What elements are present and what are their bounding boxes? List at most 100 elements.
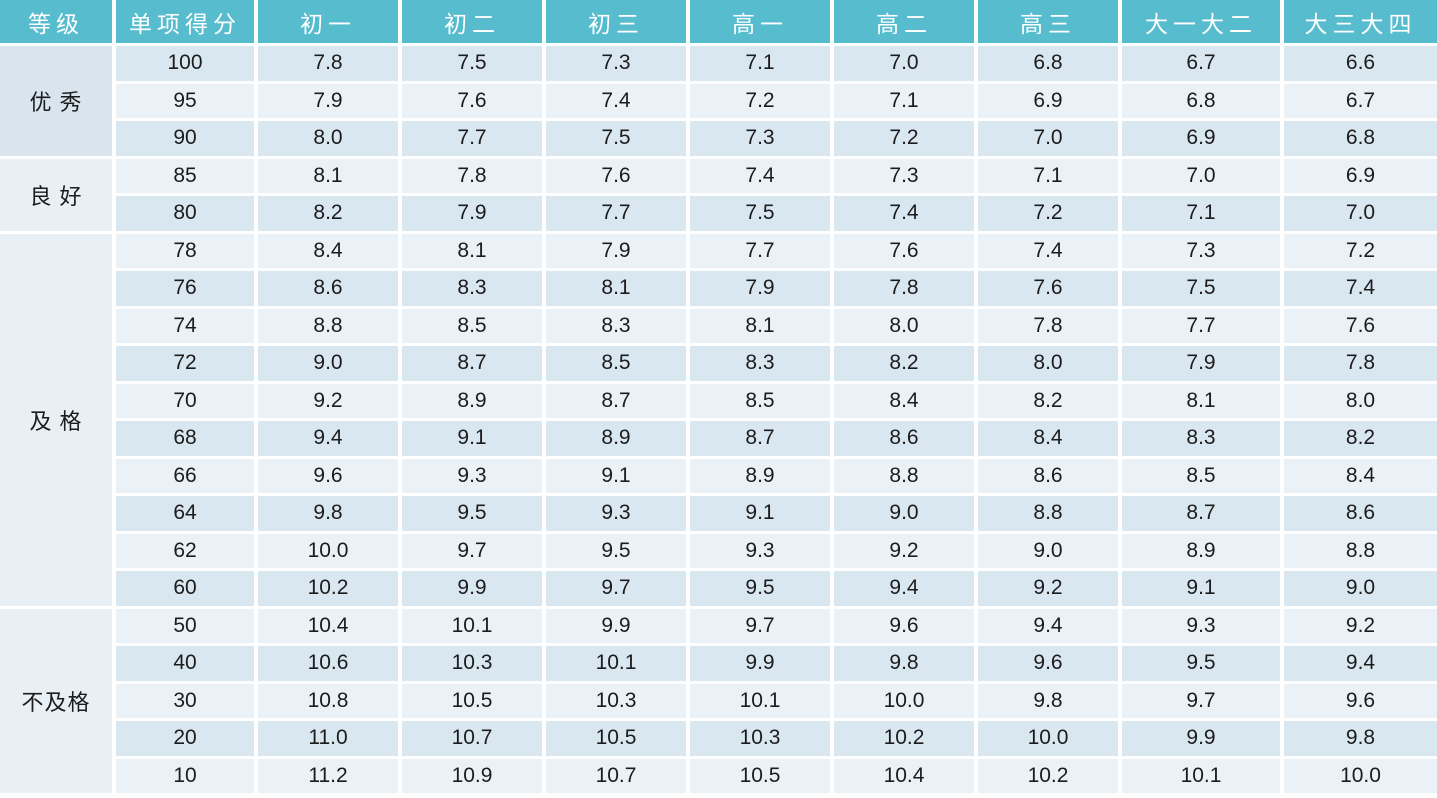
column-header-9: 大三大四	[1284, 0, 1437, 43]
table-row: 95 7.9 7.6 7.4 7.2 7.1 6.9 6.8 6.7	[0, 83, 1437, 118]
table-row: 及 格 78 8.4 8.1 7.9 7.7 7.6 7.4 7.3 7.2	[0, 233, 1437, 606]
time-cell: 7.4	[546, 83, 686, 118]
time-cell: 6.8	[1284, 121, 1437, 156]
time-cell: 7.4	[978, 233, 1118, 268]
score-cell: 68	[116, 421, 254, 456]
time-cell: 9.1	[690, 496, 830, 531]
score-cell: 64	[116, 496, 254, 531]
table-row: 76 8.6 8.3 8.1 7.9 7.8 7.6 7.5 7.4	[0, 271, 1437, 306]
grade-group-cell: 优 秀	[0, 46, 112, 156]
time-cell: 7.9	[546, 233, 686, 268]
time-cell: 7.4	[834, 196, 974, 231]
time-cell: 7.0	[834, 46, 974, 81]
time-cell: 8.6	[1284, 496, 1437, 531]
table-row: 66 9.6 9.3 9.1 8.9 8.8 8.6 8.5 8.4	[0, 458, 1437, 493]
score-cell: 100	[116, 46, 254, 81]
column-header-8: 大一大二	[1122, 0, 1280, 43]
time-cell: 6.7	[1122, 46, 1280, 81]
time-cell: 10.5	[690, 758, 830, 793]
time-cell: 6.9	[978, 83, 1118, 118]
grade-group-cell: 及 格	[0, 233, 112, 606]
time-cell: 10.7	[546, 758, 686, 793]
table-row: 64 9.8 9.5 9.3 9.1 9.0 8.8 8.7 8.6	[0, 496, 1437, 531]
time-cell: 9.7	[1122, 683, 1280, 718]
time-cell: 7.7	[690, 233, 830, 268]
time-cell: 9.4	[978, 608, 1118, 643]
time-cell: 8.9	[1122, 533, 1280, 568]
time-cell: 10.0	[834, 683, 974, 718]
time-cell: 10.5	[546, 721, 686, 756]
time-cell: 7.0	[1284, 196, 1437, 231]
time-cell: 7.1	[834, 83, 974, 118]
time-cell: 7.8	[402, 158, 542, 193]
time-cell: 7.5	[546, 121, 686, 156]
time-cell: 7.2	[690, 83, 830, 118]
time-cell: 11.0	[258, 721, 398, 756]
time-cell: 8.4	[1284, 458, 1437, 493]
table-row: 20 11.0 10.7 10.5 10.3 10.2 10.0 9.9 9.8	[0, 721, 1437, 756]
time-cell: 9.6	[978, 646, 1118, 681]
time-cell: 9.3	[1122, 608, 1280, 643]
score-cell: 10	[116, 758, 254, 793]
time-cell: 7.3	[546, 46, 686, 81]
time-cell: 9.8	[834, 646, 974, 681]
time-cell: 10.6	[258, 646, 398, 681]
time-cell: 9.0	[978, 533, 1118, 568]
table-row: 72 9.0 8.7 8.5 8.3 8.2 8.0 7.9 7.8	[0, 346, 1437, 381]
time-cell: 10.1	[402, 608, 542, 643]
column-header-1: 单项得分	[116, 0, 254, 43]
table-row: 70 9.2 8.9 8.7 8.5 8.4 8.2 8.1 8.0	[0, 383, 1437, 418]
time-cell: 8.4	[834, 383, 974, 418]
grade-group-cell: 良 好	[0, 158, 112, 231]
table-body: 优 秀 100 7.8 7.5 7.3 7.1 7.0 6.8 6.7 6.6 95 7.9 7.6 7.…	[0, 46, 1437, 793]
time-cell: 10.4	[258, 608, 398, 643]
time-cell: 9.5	[402, 496, 542, 531]
time-cell: 9.4	[258, 421, 398, 456]
time-cell: 7.1	[1122, 196, 1280, 231]
time-cell: 6.8	[978, 46, 1118, 81]
time-cell: 8.4	[978, 421, 1118, 456]
time-cell: 9.1	[1122, 571, 1280, 606]
time-cell: 11.2	[258, 758, 398, 793]
score-cell: 85	[116, 158, 254, 193]
time-cell: 9.8	[258, 496, 398, 531]
time-cell: 8.5	[402, 308, 542, 343]
score-cell: 40	[116, 646, 254, 681]
time-cell: 8.0	[978, 346, 1118, 381]
table-row: 80 8.2 7.9 7.7 7.5 7.4 7.2 7.1 7.0	[0, 196, 1437, 231]
time-cell: 7.6	[834, 233, 974, 268]
time-cell: 9.4	[834, 571, 974, 606]
time-cell: 9.6	[1284, 683, 1437, 718]
time-cell: 7.9	[690, 271, 830, 306]
time-cell: 7.7	[1122, 308, 1280, 343]
table-row: 良 好 85 8.1 7.8 7.6 7.4 7.3 7.1 7.0 6.9	[0, 158, 1437, 231]
time-cell: 8.1	[690, 308, 830, 343]
time-cell: 9.2	[978, 571, 1118, 606]
time-cell: 9.3	[402, 458, 542, 493]
time-cell: 7.2	[978, 196, 1118, 231]
time-cell: 8.3	[690, 346, 830, 381]
time-cell: 7.1	[978, 158, 1118, 193]
time-cell: 8.8	[1284, 533, 1437, 568]
table-row: 90 8.0 7.7 7.5 7.3 7.2 7.0 6.9 6.8	[0, 121, 1437, 156]
time-cell: 10.2	[258, 571, 398, 606]
time-cell: 9.8	[978, 683, 1118, 718]
time-cell: 7.9	[258, 83, 398, 118]
time-cell: 9.2	[258, 383, 398, 418]
score-cell: 20	[116, 721, 254, 756]
time-cell: 8.2	[978, 383, 1118, 418]
time-cell: 9.5	[1122, 646, 1280, 681]
time-cell: 7.6	[1284, 308, 1437, 343]
time-cell: 9.6	[258, 458, 398, 493]
time-cell: 8.5	[1122, 458, 1280, 493]
time-cell: 10.0	[1284, 758, 1437, 793]
time-cell: 8.8	[978, 496, 1118, 531]
time-cell: 7.0	[1122, 158, 1280, 193]
score-cell: 95	[116, 83, 254, 118]
time-cell: 8.7	[1122, 496, 1280, 531]
time-cell: 8.7	[546, 383, 686, 418]
time-cell: 8.5	[690, 383, 830, 418]
time-cell: 10.3	[690, 721, 830, 756]
